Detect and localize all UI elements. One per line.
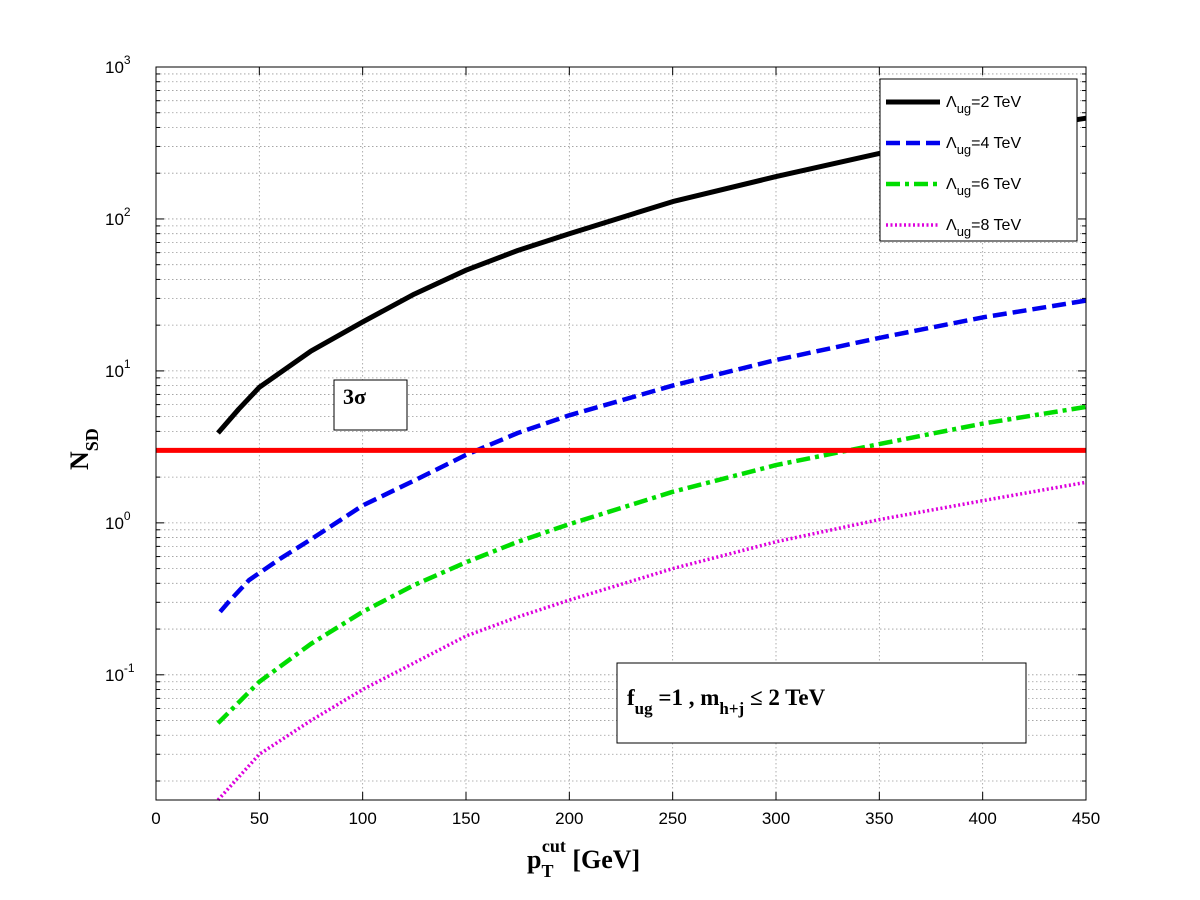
condition-annotation: fug =1 , mh+j ≤ 2 TeV — [616, 662, 1027, 744]
series-line-3 — [216, 404, 1087, 725]
series-line-1 — [216, 115, 1087, 435]
x-tick-label: 250 — [658, 809, 686, 828]
y-tick-label: 10-1 — [105, 661, 135, 685]
x-tick-label: 0 — [151, 809, 160, 828]
legend-label-3: Λug=6 TeV — [946, 176, 1021, 198]
legend-label-2: Λug=4 TeV — [946, 135, 1021, 157]
x-tick-label: 100 — [348, 809, 376, 828]
legend-label-4: Λug=8 TeV — [946, 217, 1021, 239]
y-axis-label: NSD — [65, 428, 102, 470]
y-tick-label: 103 — [105, 53, 131, 77]
y-tick-label: 100 — [105, 509, 131, 533]
x-tick-label: 300 — [762, 809, 790, 828]
x-tick-label: 350 — [865, 809, 893, 828]
series-layer — [216, 115, 1087, 802]
sigma-annotation: 3σ — [333, 379, 408, 431]
y-tick-label: 102 — [105, 205, 131, 229]
x-tick-label: 200 — [555, 809, 583, 828]
x-tick-label: 450 — [1072, 809, 1100, 828]
x-axis: 0 50 100 150 200 250 300 350 400 450 — [151, 809, 1100, 828]
legend-label-1: Λug=2 TeV — [946, 94, 1021, 116]
plot-frame — [155, 66, 1087, 801]
legend: Λug=2 TeV Λug=4 TeV Λug=6 TeV Λug=8 TeV — [879, 78, 1078, 242]
x-tick-label: 150 — [452, 809, 480, 828]
sigma-label: 3σ — [343, 384, 366, 409]
x-axis-label: pTcut [GeV] — [527, 836, 640, 881]
series-line-2 — [218, 298, 1087, 614]
series-line-4 — [216, 480, 1087, 802]
x-tick-label: 50 — [250, 809, 269, 828]
y-axis: 10-1 100 101 102 103 — [105, 53, 135, 685]
condition-label: fug =1 , mh+j ≤ 2 TeV — [627, 685, 826, 718]
x-tick-label: 400 — [968, 809, 996, 828]
y-tick-label: 101 — [105, 357, 131, 381]
